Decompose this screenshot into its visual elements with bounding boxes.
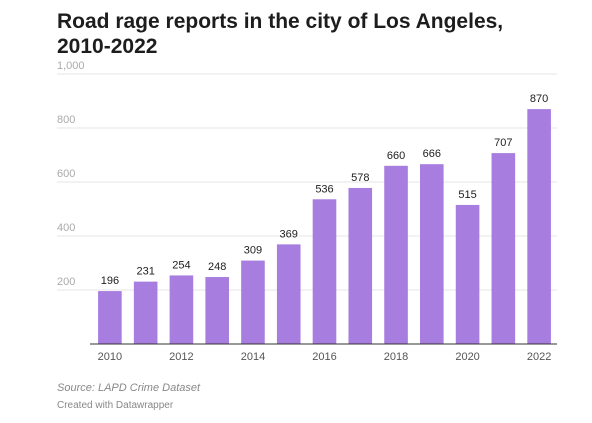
bar-2022 [527, 109, 551, 344]
bar-2014 [241, 260, 265, 344]
bar-2012 [169, 275, 194, 344]
source-note: Source: LAPD Crime Dataset [57, 382, 201, 394]
y-tick-label: 600 [57, 168, 75, 180]
bar-2017 [348, 187, 373, 344]
bar-2015 [276, 244, 301, 344]
y-tick-label: 400 [57, 222, 75, 234]
bar-value-label: 248 [208, 261, 226, 273]
bar-2019 [420, 164, 444, 344]
x-tick-label: 2012 [169, 351, 193, 363]
bar-2020 [455, 204, 480, 344]
y-tick-label: 800 [57, 114, 75, 126]
y-tick-label: 1,000 [57, 60, 85, 72]
bar-2013 [205, 277, 229, 344]
bar-value-label: 254 [172, 259, 190, 271]
bar-value-label: 660 [387, 150, 405, 162]
bars [98, 109, 551, 344]
bar-value-label: 515 [458, 189, 476, 201]
bar-value-label: 196 [101, 275, 119, 287]
bar-value-label: 309 [244, 245, 262, 257]
bar-value-label: 536 [315, 183, 333, 195]
bar-value-label: 707 [494, 137, 512, 149]
x-axis: 2010 2012 2014 2016 2018 2020 2022 [90, 343, 557, 363]
credit-link[interactable]: Created with Datawrapper [57, 400, 174, 411]
chart-title: Road rage reports in the city of Los Ang… [57, 10, 504, 58]
value-labels: 196 231 254 248 309 369 536 578 660 666 515 707 870 [101, 93, 549, 287]
x-tick-label: 2018 [384, 351, 408, 363]
y-tick-label: 200 [57, 276, 75, 288]
bar-value-label: 666 [423, 148, 441, 160]
bar-value-label: 870 [530, 93, 548, 105]
x-tick-label: 2010 [98, 351, 122, 363]
x-tick-label: 2014 [241, 351, 265, 363]
bar-2016 [312, 199, 337, 344]
x-tick-label: 2016 [312, 351, 336, 363]
bar-2011 [133, 281, 158, 344]
gridlines: 200 400 600 800 1,000 [57, 60, 557, 291]
bar-2021 [491, 153, 516, 344]
bar-2010 [98, 291, 122, 344]
bar-value-label: 578 [351, 172, 369, 184]
x-tick-label: 2020 [455, 351, 479, 363]
bar-2018 [384, 165, 408, 344]
bar-value-label: 231 [136, 266, 154, 278]
x-tick-label: 2022 [527, 351, 551, 363]
bar-value-label: 369 [280, 228, 298, 240]
